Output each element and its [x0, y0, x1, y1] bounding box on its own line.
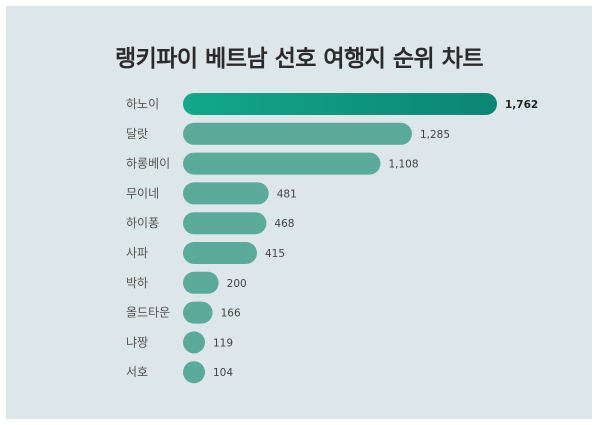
- value-label: 1,285: [420, 129, 450, 141]
- value-label: 1,762: [505, 99, 538, 111]
- category-label: 하롱베이: [126, 157, 170, 171]
- bar: [183, 152, 381, 175]
- category-label: 서호: [126, 365, 148, 379]
- category-label: 하이퐁: [126, 216, 159, 230]
- category-label: 무이네: [126, 186, 159, 200]
- value-label: 200: [227, 278, 247, 290]
- bar: [183, 122, 412, 145]
- value-label: 481: [277, 188, 297, 200]
- bar: [183, 331, 205, 354]
- chart-card: 랭키파이 베트남 선호 여행지 순위 차트 하노이 1,762 달랏 1,285 하롱베…: [6, 6, 592, 419]
- category-label: 사파: [126, 246, 148, 260]
- bar: [183, 93, 497, 115]
- bar: [183, 361, 205, 384]
- value-label: 119: [213, 337, 233, 349]
- bar-chart: 하노이 1,762 달랏 1,285 하롱베이 1,108 무이네 481 하이퐁 468 사파 41…: [126, 93, 538, 384]
- category-label: 하노이: [126, 97, 159, 111]
- chart-title: 랭키파이 베트남 선호 여행지 순위 차트: [114, 46, 484, 72]
- value-label: 166: [221, 308, 241, 320]
- value-label: 1,108: [388, 159, 418, 171]
- value-label: 415: [265, 248, 285, 260]
- bar: [183, 182, 269, 205]
- bar: [183, 301, 213, 324]
- bar: [183, 212, 267, 235]
- category-label: 냐짱: [126, 335, 148, 349]
- value-label: 468: [274, 218, 294, 230]
- category-label: 달랏: [126, 127, 148, 141]
- bar: [183, 271, 219, 294]
- category-label: 올드타운: [126, 306, 170, 320]
- bar: [183, 242, 257, 264]
- category-label: 박하: [126, 276, 148, 290]
- value-label: 104: [213, 367, 233, 379]
